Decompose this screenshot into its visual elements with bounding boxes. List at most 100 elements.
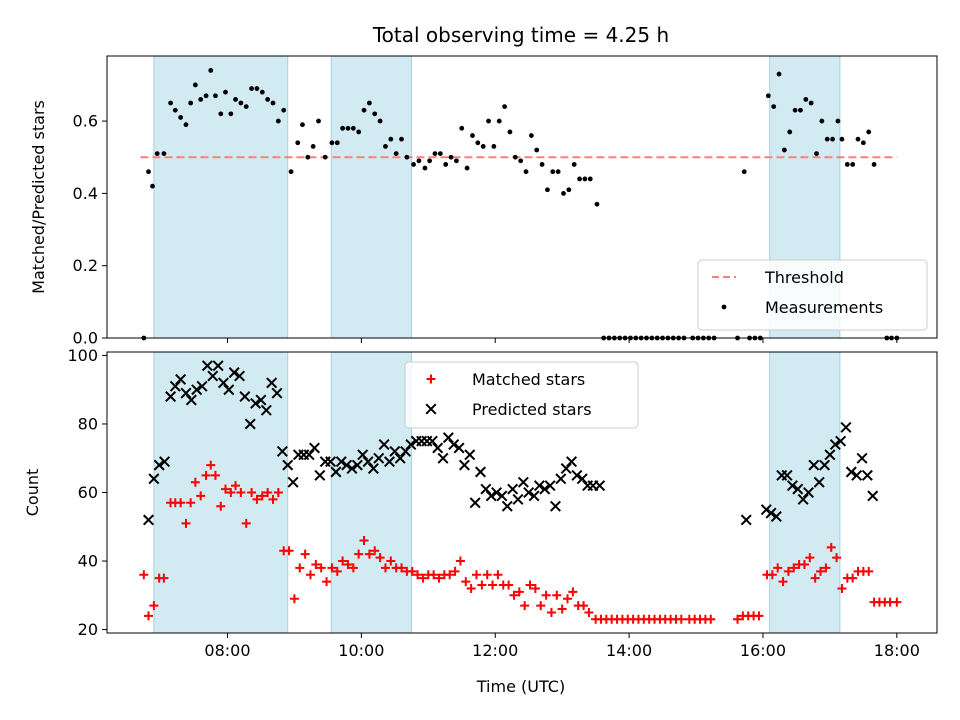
data-point [571, 162, 577, 167]
data-point [829, 439, 841, 451]
data-point [509, 590, 519, 600]
data-point [563, 594, 573, 604]
y-tick-label: 20 [78, 620, 98, 639]
data-point [216, 501, 226, 511]
data-point [471, 570, 481, 580]
data-point [325, 456, 337, 468]
data-point [322, 154, 328, 160]
data-point [303, 449, 315, 461]
data-point [175, 373, 187, 385]
data-point [159, 573, 169, 583]
data-point [316, 563, 326, 573]
y-tick-label: 0.0 [73, 329, 98, 348]
data-point [281, 107, 287, 113]
data-point [813, 476, 825, 488]
data-point [201, 360, 213, 372]
data-point [491, 143, 497, 149]
data-point [275, 118, 281, 124]
legend-entry: Matched stars [472, 370, 585, 389]
data-point [454, 158, 459, 164]
data-point [808, 459, 820, 471]
data-point [442, 432, 454, 444]
data-point [485, 490, 497, 502]
data-point [821, 563, 831, 573]
data-point [364, 549, 374, 559]
data-point [270, 100, 276, 106]
data-point [361, 107, 367, 113]
data-point [568, 587, 578, 597]
data-point [341, 459, 353, 471]
data-point [458, 459, 470, 471]
data-point [819, 459, 831, 471]
data-point [308, 442, 321, 454]
data-point [265, 96, 271, 102]
data-point [165, 391, 177, 403]
data-point [587, 176, 593, 182]
legend-box [404, 361, 639, 429]
data-point [427, 158, 433, 164]
data-point [154, 151, 160, 157]
data-point [238, 100, 244, 106]
data-point [706, 614, 716, 624]
y-axis-label: Matched/Predicted stars [29, 100, 48, 294]
data-point [405, 439, 417, 451]
data-point [432, 442, 444, 454]
data-point [550, 169, 556, 175]
data-point [767, 570, 777, 580]
data-point [861, 469, 873, 481]
data-point [802, 486, 814, 499]
data-point [867, 490, 879, 502]
data-point [469, 497, 481, 509]
data-point [545, 187, 550, 193]
data-point [300, 549, 310, 559]
data-point [416, 158, 422, 164]
data-point [196, 380, 208, 392]
data-point [407, 566, 417, 576]
data-point [210, 470, 220, 480]
data-point [443, 162, 449, 167]
data-point [520, 601, 530, 611]
data-point [191, 384, 203, 396]
data-point [507, 129, 513, 135]
y-tick-label: 40 [78, 552, 98, 571]
x-axis-label: Time (UTC) [476, 677, 565, 696]
data-point [477, 580, 487, 590]
data-point [393, 151, 399, 157]
data-point [153, 459, 165, 471]
data-point [792, 107, 798, 113]
data-point [330, 466, 342, 478]
data-point [172, 107, 178, 113]
data-point [357, 449, 369, 461]
data-point [295, 140, 301, 146]
data-point [504, 580, 514, 590]
data-point [453, 442, 465, 454]
data-point [150, 183, 155, 189]
data-point [180, 387, 192, 399]
data-point [566, 187, 572, 193]
data-point [464, 165, 470, 171]
data-point [212, 360, 224, 372]
data-point [217, 377, 229, 389]
data-point [249, 86, 254, 91]
data-point [676, 614, 686, 624]
data-point [514, 587, 524, 597]
data-point [228, 111, 234, 117]
data-point [539, 483, 551, 495]
data-point [781, 469, 793, 481]
data-point [316, 118, 321, 124]
data-point [176, 498, 186, 508]
data-point [329, 140, 335, 146]
data-point [276, 445, 288, 457]
data-point [370, 546, 380, 556]
data-point [271, 387, 283, 399]
data-point [334, 140, 340, 146]
data-point [305, 570, 315, 580]
x-tick-label: 08:00 [204, 641, 250, 660]
data-point [282, 459, 294, 471]
data-point [536, 601, 546, 611]
data-point [159, 456, 171, 468]
data-point [475, 140, 481, 146]
y-tick-label: 80 [78, 414, 98, 433]
observing-window-band [331, 56, 412, 338]
data-point [803, 96, 809, 102]
